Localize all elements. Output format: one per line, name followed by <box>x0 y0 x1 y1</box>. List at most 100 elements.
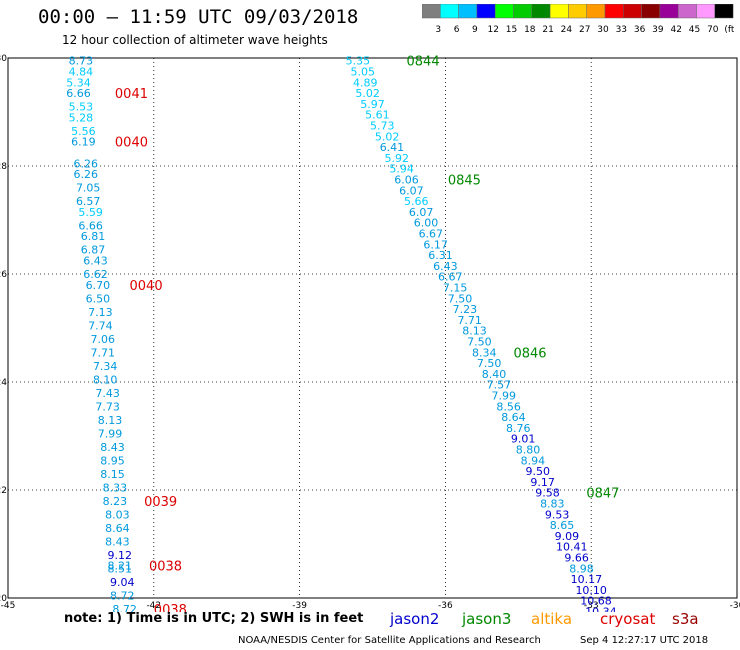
wave-height-value: 5.61 <box>365 109 390 122</box>
wave-height-value: 8.15 <box>100 468 125 481</box>
colorbar-label: 12 <box>487 25 498 35</box>
wave-height-value: 6.62 <box>83 268 108 281</box>
wave-height-value: 5.28 <box>69 111 94 124</box>
wave-height-value: 7.34 <box>93 360 118 373</box>
wave-height-value: 6.07 <box>399 184 424 197</box>
wave-height-value: 5.92 <box>385 152 410 165</box>
wave-height-value: 9.50 <box>525 465 550 478</box>
wave-height-value: 6.26 <box>74 168 99 181</box>
colorbar-label: (ft) <box>724 25 734 35</box>
x-tick-label: -39 <box>292 601 307 611</box>
credit-text: NOAA/NESDIS Center for Satellite Applica… <box>238 635 541 646</box>
colorbar-label: 33 <box>616 25 627 35</box>
x-tick-label: -36 <box>438 601 453 611</box>
pass-time-label: 0040 <box>115 136 148 151</box>
colorbar-label: 39 <box>652 25 664 35</box>
pass-time-label: 0847 <box>586 487 619 502</box>
wave-height-chart: -45-42-39-36-33-302022242628308.734.845.… <box>0 54 740 613</box>
colorbar-label: 18 <box>524 25 536 35</box>
wave-height-value: 8.10 <box>93 373 118 386</box>
wave-height-value: 5.35 <box>346 55 371 68</box>
colorbar-label: 24 <box>561 25 573 35</box>
wave-height-value: 8.40 <box>482 368 507 381</box>
wave-height-value: 8.64 <box>501 411 526 424</box>
wave-height-value: 7.74 <box>88 319 113 332</box>
wave-height-value: 8.51 <box>108 562 133 575</box>
wave-height-value: 8.76 <box>506 422 531 435</box>
wave-height-value: 9.12 <box>108 549 133 562</box>
wave-height-value: 5.05 <box>351 66 376 79</box>
colorbar-label: 36 <box>634 25 646 35</box>
x-tick-label: -42 <box>146 601 161 611</box>
wave-height-value: 8.13 <box>462 325 487 338</box>
wave-height-value: 9.53 <box>545 508 570 521</box>
y-tick-label: 28 <box>0 162 7 172</box>
x-tick-label: -45 <box>1 601 16 611</box>
wave-height-value: 10.41 <box>556 541 588 554</box>
page-subtitle: 12 hour collection of altimeter wave hei… <box>62 33 328 47</box>
wave-height-value: 7.15 <box>443 282 468 295</box>
wave-height-value: 5.34 <box>66 76 91 89</box>
wave-height-value: 6.07 <box>409 206 434 219</box>
colorbar-label: 70 <box>707 25 719 35</box>
wave-height-value: 8.56 <box>496 400 521 413</box>
wave-height-value: 8.98 <box>569 562 594 575</box>
wave-height-value: 7.05 <box>76 182 101 195</box>
pass-time-label: 0040 <box>130 279 163 294</box>
wave-height-value: 6.41 <box>380 141 405 154</box>
wave-height-value: 6.26 <box>74 157 99 170</box>
wave-height-value: 6.43 <box>433 260 458 273</box>
y-tick-label: 20 <box>0 594 7 604</box>
wave-height-value: 6.87 <box>81 244 106 257</box>
pass-time-label: 0038 <box>149 560 182 575</box>
wave-height-value: 7.57 <box>487 379 512 392</box>
y-tick-label: 24 <box>0 378 7 388</box>
wave-height-value: 6.06 <box>394 174 419 187</box>
wave-height-value: 7.13 <box>88 306 113 319</box>
wave-height-value: 8.94 <box>521 454 546 467</box>
wave-height-value: 6.50 <box>86 292 111 305</box>
wave-height-value: 7.50 <box>448 292 473 305</box>
wave-height-value: 10.68 <box>580 595 612 608</box>
wave-height-value: 10.10 <box>575 584 607 597</box>
wave-height-value: 5.02 <box>375 130 400 143</box>
wave-height-value: 8.65 <box>550 519 575 532</box>
colorbar-label: 6 <box>454 25 460 35</box>
wave-height-value: 4.84 <box>69 66 94 79</box>
wave-height-value: 7.99 <box>98 427 123 440</box>
wave-height-value: 6.17 <box>423 238 448 251</box>
wave-height-value: 8.33 <box>103 481 128 494</box>
wave-height-value: 9.17 <box>530 476 555 489</box>
wave-height-value: 6.66 <box>78 219 103 232</box>
wave-height-value: 8.72 <box>110 589 135 602</box>
wave-height-value: 8.95 <box>100 454 125 467</box>
wave-height-value: 8.34 <box>472 346 497 359</box>
wave-height-value: 9.66 <box>564 552 589 565</box>
y-tick-label: 26 <box>0 270 7 280</box>
wave-height-value: 5.56 <box>71 125 96 138</box>
pass-time-label: 0846 <box>513 346 546 361</box>
wave-height-value: 7.99 <box>491 390 516 403</box>
wave-height-value: 5.53 <box>69 101 94 114</box>
wave-height-value: 5.94 <box>389 163 414 176</box>
wave-height-value: 10.34 <box>585 606 617 613</box>
wave-height-value: 8.03 <box>105 508 130 521</box>
wave-height-value: 8.13 <box>98 414 123 427</box>
wave-height-value: 5.97 <box>360 98 385 111</box>
wave-height-value: 7.23 <box>453 303 478 316</box>
wave-height-value: 5.02 <box>355 87 380 100</box>
wave-height-value: 6.67 <box>419 228 444 241</box>
wave-height-value: 5.59 <box>78 206 103 219</box>
wave-height-value: 7.50 <box>467 336 492 349</box>
colorbar-label: 27 <box>579 25 590 35</box>
timestamp-text: Sep 4 12:27:17 UTC 2018 <box>580 635 709 646</box>
y-tick-label: 22 <box>0 486 7 496</box>
wave-height-value: 8.21 <box>108 560 133 573</box>
pass-time-label: 0041 <box>115 87 148 102</box>
wave-height-value: 7.06 <box>91 333 116 346</box>
wave-height-value: 8.72 <box>112 603 137 612</box>
colorbar-label: 45 <box>689 25 700 35</box>
wave-height-value: 6.19 <box>71 136 96 149</box>
wave-height-value: 10.17 <box>571 573 603 586</box>
